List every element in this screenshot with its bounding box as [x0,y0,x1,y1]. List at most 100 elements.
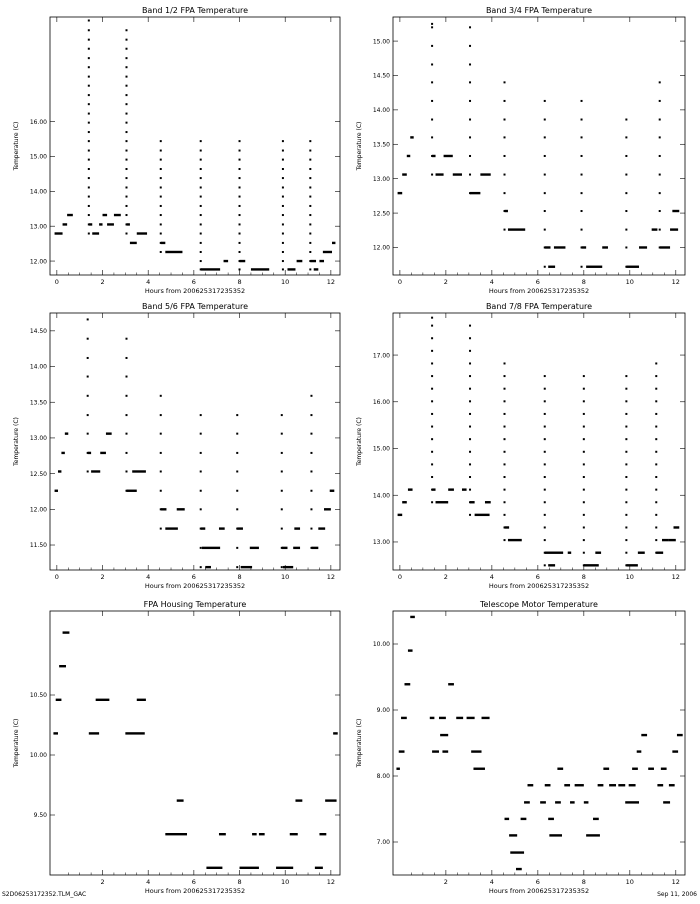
x-tick-label: 12 [672,278,680,286]
data-run [401,716,407,720]
data-point [431,337,434,340]
footer-date: Sep 11, 2006 [657,891,697,898]
data-point [125,158,128,161]
data-run [57,470,62,473]
data-run [289,833,298,836]
data-point [503,513,506,516]
data-point [469,26,472,29]
data-run [438,716,446,720]
data-run [332,241,336,245]
data-point [503,488,506,491]
x-tick-label: 10 [626,573,634,581]
data-run [287,268,296,271]
data-point [543,488,546,491]
x-tick-label: 8 [237,573,241,581]
data-run [62,631,70,634]
data-point [431,476,434,479]
y-tick-label: 13.50 [30,399,47,406]
data-run [136,698,146,701]
data-run [662,538,669,542]
data-point [86,375,89,378]
data-run [516,867,522,871]
data-point [159,470,162,473]
y-tick-label: 9.50 [34,812,48,819]
data-point [236,546,239,549]
data-run [651,228,658,231]
data-run [95,698,110,701]
plot-frame [49,610,341,876]
data-point [580,265,583,268]
data-point [86,356,89,359]
data-run [282,565,294,569]
data-run [310,259,317,263]
x-tick-label: 12 [672,573,680,581]
data-point [469,362,472,365]
data-point [125,195,128,198]
data-point [543,425,546,428]
data-point [87,214,90,217]
data-point [281,241,284,244]
data-point [580,210,583,213]
data-point [86,432,89,435]
data-run [461,488,467,491]
data-point [281,250,284,253]
data-run [484,501,491,504]
y-tick-label: 13.00 [30,435,47,442]
data-point [469,81,472,84]
data-point [125,94,128,97]
data-run [632,767,638,770]
data-point [125,66,128,69]
x-tick-label: 2 [100,573,104,581]
data-point [469,173,472,176]
data-run [581,246,587,249]
data-point [238,250,241,253]
x-tick-label: 8 [582,573,586,581]
data-point [125,103,128,106]
chart-1: Band 1/2 FPA Temperature Hours from 20062… [13,6,341,295]
data-run [252,833,257,836]
data-point [625,438,628,441]
data-point [125,140,128,143]
data-run [176,799,184,802]
data-point [238,232,241,235]
data-run [407,488,413,491]
data-point [582,551,585,554]
y-tick-label: 10.00 [373,641,390,648]
data-point [655,387,658,390]
data-point [582,400,585,403]
data-run [295,799,303,802]
data-run [586,265,603,268]
data-run [240,565,253,569]
data-point [238,149,241,152]
data-point [309,204,312,207]
x-axis-label: Hours from 200625317235352 [145,887,245,895]
data-point [431,44,434,47]
data-run [626,564,638,567]
data-point [159,195,162,198]
data-run [628,784,636,787]
data-run [200,268,221,271]
data-run [656,551,664,554]
x-axis-label: Hours from 200625317235352 [489,582,589,590]
y-tick-label: 11.50 [30,542,47,549]
data-point [625,425,628,428]
data-point [503,476,506,479]
data-run [239,866,259,869]
data-point [125,168,128,171]
data-point [281,260,284,263]
data-run [504,526,510,529]
data-point [543,564,546,567]
data-point [310,470,313,473]
data-run [432,488,436,491]
data-point [503,154,506,157]
x-tick-label: 0 [398,278,402,286]
data-point [655,450,658,453]
data-point [503,387,506,390]
plot-frame [392,16,686,276]
data-point [469,63,472,66]
data-point [543,173,546,176]
data-run [639,246,648,249]
data-point [655,501,658,504]
data-run [62,223,68,226]
data-point [625,463,628,466]
